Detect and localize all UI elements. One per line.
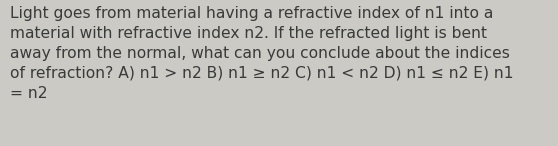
Text: Light goes from material having a refractive index of n1 into a
material with re: Light goes from material having a refrac… xyxy=(10,6,513,101)
